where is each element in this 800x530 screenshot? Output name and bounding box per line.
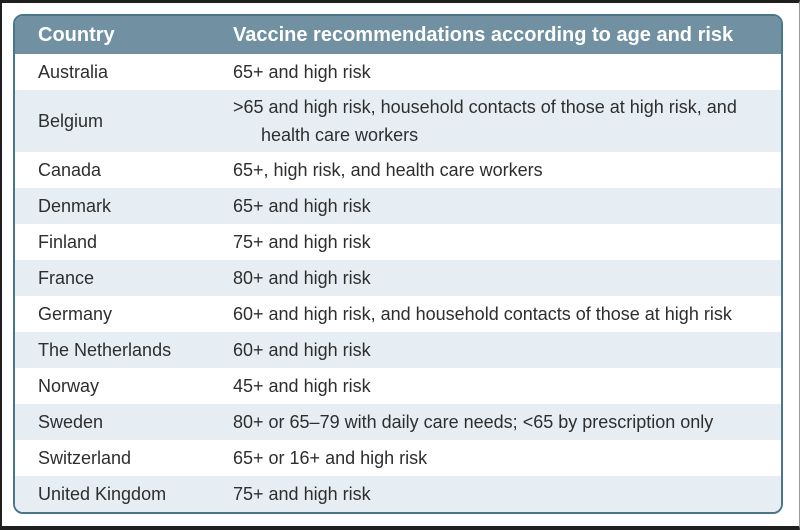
- table-row: Switzerland 65+ or 16+ and high risk: [15, 440, 781, 476]
- column-header-country: Country: [38, 23, 115, 46]
- table-header: Country Vaccine recommendations accordin…: [15, 16, 781, 54]
- recommendation-cell: 65+ and high risk: [233, 62, 371, 82]
- table-row: Canada 65+, high risk, and health care w…: [15, 152, 781, 188]
- table-row: The Netherlands 60+ and high risk: [15, 332, 781, 368]
- table-row: Australia 65+ and high risk: [15, 54, 781, 90]
- country-cell: Canada: [38, 160, 102, 180]
- recommendation-cell: 60+ and high risk, and household contact…: [233, 304, 732, 324]
- table-row: United Kingdom 75+ and high risk: [15, 476, 781, 512]
- country-cell: Germany: [38, 304, 113, 324]
- country-cell: France: [38, 268, 95, 288]
- table-body: Australia 65+ and high risk Belgium >65 …: [15, 54, 781, 512]
- country-cell: United Kingdom: [38, 484, 167, 504]
- table-row: Finland 75+ and high risk: [15, 224, 781, 260]
- table-row: Norway 45+ and high risk: [15, 368, 781, 404]
- recommendation-cell: 75+ and high risk: [233, 484, 371, 504]
- recommendation-cell: 80+ or 65–79 with daily care needs; <65 …: [233, 412, 714, 432]
- recommendation-cell: >65 and high risk, household contacts of…: [233, 97, 737, 145]
- table-row: Sweden 80+ or 65–79 with daily care need…: [15, 404, 781, 440]
- recommendation-cell: 75+ and high risk: [233, 232, 371, 252]
- country-cell: Sweden: [38, 412, 104, 432]
- recommendation-cell: 65+ and high risk: [233, 196, 371, 216]
- vaccine-recommendations-table: Country Vaccine recommendations accordin…: [13, 14, 783, 514]
- recommendation-cell: 65+ or 16+ and high risk: [233, 448, 428, 468]
- recommendation-cell: 80+ and high risk: [233, 268, 371, 288]
- column-header-recommendation: Vaccine recommendations according to age…: [233, 23, 734, 46]
- table-row: Belgium >65 and high risk, household con…: [15, 90, 781, 152]
- table-row: France 80+ and high risk: [15, 260, 781, 296]
- country-cell: Belgium: [38, 111, 104, 131]
- recommendation-cell: 60+ and high risk: [233, 340, 371, 360]
- country-cell: Denmark: [38, 196, 112, 216]
- country-cell: Switzerland: [38, 448, 132, 468]
- recommendation-cell: 45+ and high risk: [233, 376, 371, 396]
- country-cell: Finland: [38, 232, 98, 252]
- table-row: Denmark 65+ and high risk: [15, 188, 781, 224]
- country-cell: Australia: [38, 62, 109, 82]
- country-cell: Norway: [38, 376, 100, 396]
- recommendation-cell: 65+, high risk, and health care workers: [233, 160, 543, 180]
- country-cell: The Netherlands: [38, 340, 172, 360]
- table-row: Germany 60+ and high risk, and household…: [15, 296, 781, 332]
